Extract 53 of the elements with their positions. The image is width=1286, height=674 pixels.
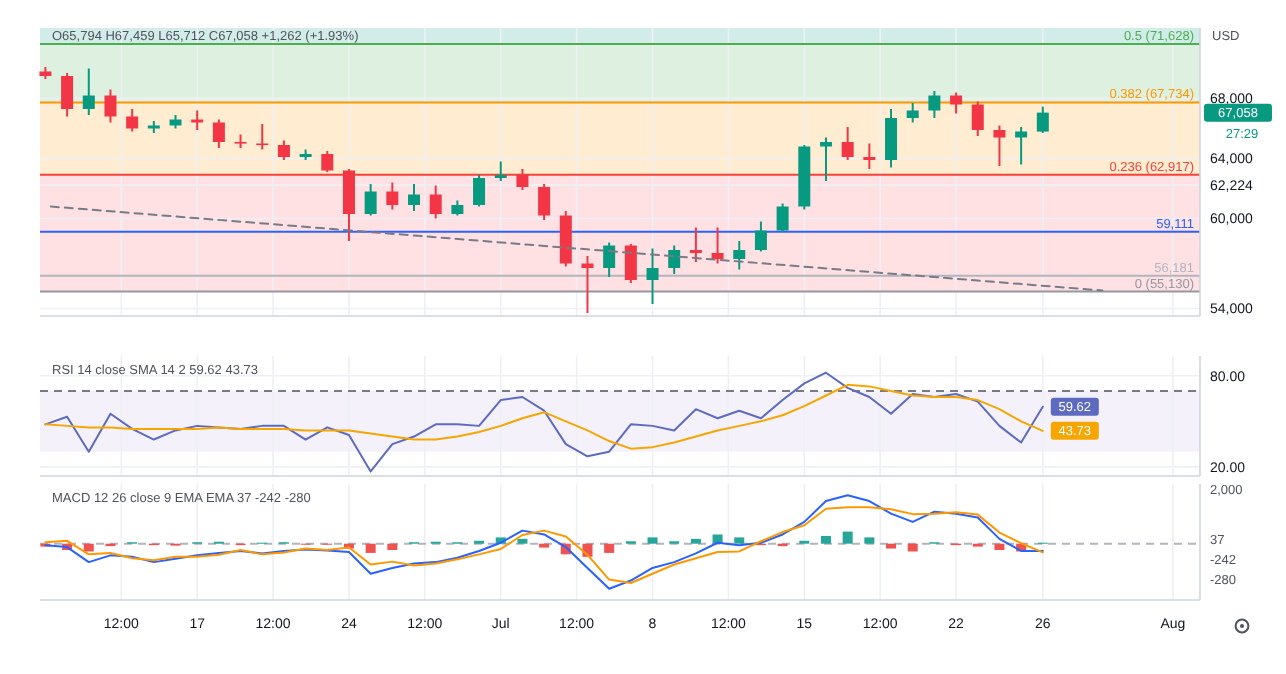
candlestick — [1015, 126, 1028, 166]
bar — [604, 543, 615, 553]
bar — [734, 537, 745, 544]
candlestick — [841, 126, 854, 161]
candlestick — [212, 118, 225, 149]
candlestick — [863, 142, 876, 170]
bar — [690, 538, 701, 544]
candlestick — [624, 243, 637, 284]
candlestick — [603, 241, 616, 278]
candlestick — [928, 90, 941, 119]
candlestick — [711, 226, 724, 265]
candlestick — [516, 168, 529, 191]
candlestick — [971, 100, 984, 137]
candlestick — [754, 220, 767, 253]
bar — [387, 543, 398, 550]
candlestick — [776, 202, 789, 233]
candlestick — [408, 183, 421, 212]
candlestick — [321, 150, 334, 173]
candlestick — [689, 226, 702, 263]
candlestick — [668, 244, 681, 275]
candlestick — [494, 160, 507, 182]
line-series — [44, 383, 1044, 450]
bar — [820, 535, 831, 544]
candlestick — [950, 91, 963, 115]
bar — [517, 538, 528, 544]
candlestick — [559, 210, 572, 268]
candlestick — [1036, 105, 1049, 134]
bar — [994, 543, 1005, 550]
candlestick — [906, 102, 919, 124]
bar — [864, 537, 875, 544]
line-series — [44, 371, 1044, 473]
candlestick — [646, 247, 659, 305]
candlestick — [993, 124, 1006, 167]
candlestick — [126, 108, 139, 133]
candlestick — [386, 181, 399, 211]
candlestick — [342, 168, 355, 242]
candlestick — [104, 88, 117, 124]
candlestick — [819, 136, 832, 182]
bar — [647, 537, 658, 544]
candlestick — [733, 240, 746, 271]
bar — [365, 543, 376, 553]
candlestick — [61, 72, 74, 118]
bar — [907, 543, 918, 552]
candlestick — [473, 174, 486, 208]
candlestick — [885, 108, 898, 169]
bar — [842, 531, 853, 544]
candlestick — [277, 139, 290, 161]
candlestick — [364, 183, 377, 217]
candlestick — [191, 109, 204, 131]
candlestick — [82, 67, 95, 116]
candlestick — [429, 184, 442, 220]
candlestick — [538, 183, 551, 221]
bar — [886, 543, 897, 549]
